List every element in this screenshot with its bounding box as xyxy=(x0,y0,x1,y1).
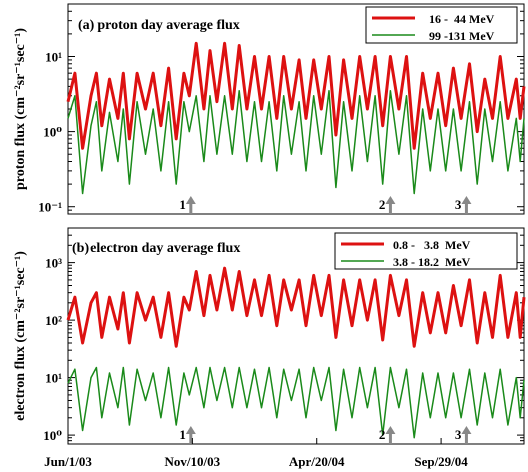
proton-y-tick-label: 10⁰ xyxy=(43,125,62,140)
electron-y-tick-label: 10² xyxy=(45,313,62,328)
x-tick-label: Jun/1/03 xyxy=(44,454,92,469)
proton-y-tick-label: 10⁻¹ xyxy=(38,200,62,215)
electron-legend-label-2: 3.8 - 18.2 MeV xyxy=(393,255,471,269)
electron-flux-panel: (b)electron day average flux electron fl… xyxy=(13,227,526,469)
proton-event-label: 2 xyxy=(379,197,386,212)
x-tick-label: Apr/20/04 xyxy=(289,454,345,469)
electron-series-line-2 xyxy=(67,366,525,439)
proton-series xyxy=(66,41,526,195)
electron-y-tick-label: 10⁰ xyxy=(43,428,62,443)
electron-event-arrow-head xyxy=(461,426,472,434)
proton-y-tick-label: 10¹ xyxy=(45,50,62,65)
electron-series xyxy=(66,266,526,439)
electron-event-label: 3 xyxy=(455,427,462,442)
electron-legend: 0.8 - 3.8 MeV 3.8 - 18.2 MeV xyxy=(334,232,518,270)
x-tick-label: Nov/10/03 xyxy=(165,454,221,469)
proton-event-arrow-head xyxy=(461,196,472,204)
electron-series-line-1 xyxy=(66,266,526,348)
proton-event-markers: 1 2 3 xyxy=(179,196,472,214)
proton-panel-title: (a) proton day average flux xyxy=(78,18,240,33)
electron-legend-box xyxy=(334,232,518,270)
proton-flux-panel: (a) proton day average flux proton flux (… xyxy=(13,3,526,215)
electron-plot-frame xyxy=(67,227,525,445)
proton-event-arrow-head xyxy=(185,196,196,204)
proton-event-label: 1 xyxy=(179,197,186,212)
electron-legend-label-1: 0.8 - 3.8 MeV xyxy=(393,238,471,252)
electron-panel-title: (b)electron day average flux xyxy=(72,241,240,256)
electron-event-arrow-head xyxy=(185,426,196,434)
proton-legend-label-1: 16 - 44 MeV xyxy=(429,12,495,26)
electron-y-axis-label: electron flux (cm⁻²sr⁻¹sec⁻¹) xyxy=(13,251,28,421)
x-axis-ticks: Jun/1/03 Nov/10/03 Apr/20/04 Sep/29/04 xyxy=(44,438,468,469)
x-tick-label: Sep/29/04 xyxy=(414,454,468,469)
electron-y-tick-label: 10³ xyxy=(45,256,62,271)
electron-event-arrow-head xyxy=(385,426,396,434)
proton-legend-box xyxy=(365,6,518,44)
electron-event-markers: 1 2 3 xyxy=(179,426,472,444)
electron-event-label: 2 xyxy=(379,427,386,442)
proton-event-arrow-head xyxy=(385,196,396,204)
proton-legend-label-2: 99 -131 MeV xyxy=(429,29,495,43)
proton-event-label: 3 xyxy=(455,197,462,212)
electron-y-tick-label: 10¹ xyxy=(45,371,62,386)
proton-legend: 16 - 44 MeV 99 -131 MeV xyxy=(365,6,518,44)
proton-y-axis-label: proton flux (cm⁻²sr⁻¹sec⁻¹) xyxy=(13,28,28,190)
proton-series-line-1 xyxy=(66,41,526,150)
proton-series-line-2 xyxy=(67,89,525,195)
electron-event-label: 1 xyxy=(179,427,186,442)
electron-y-axis-ticks: 10⁰ 10¹ 10² 10³ xyxy=(43,227,524,445)
